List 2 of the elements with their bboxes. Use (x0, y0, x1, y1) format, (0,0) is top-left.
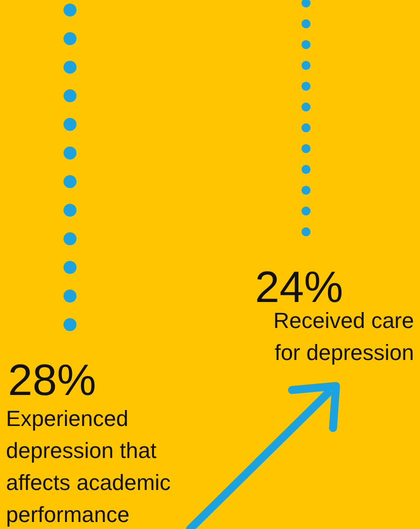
category-label: Experienced depression that affects academic performance (6, 406, 171, 527)
data-label: 28% (8, 356, 96, 405)
